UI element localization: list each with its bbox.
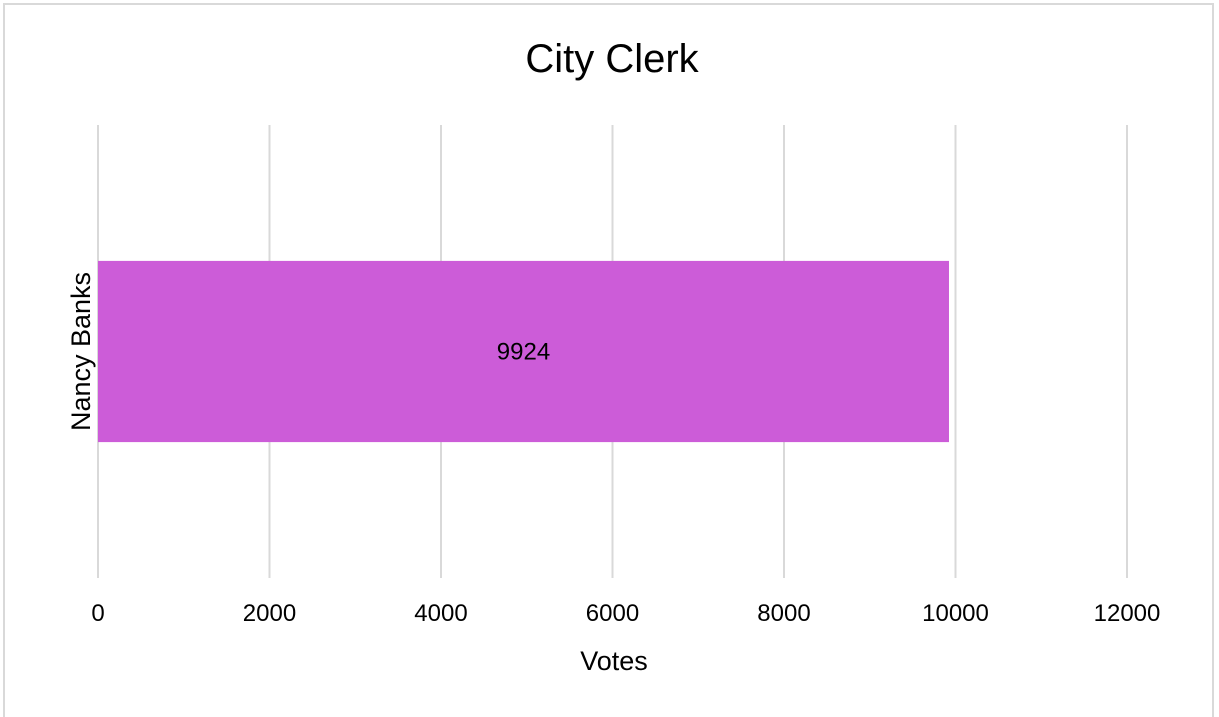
x-axis-ticks: 0 2000 4000 6000 8000 10000 12000: [91, 600, 1160, 627]
x-tick-label-4000: 4000: [414, 600, 467, 627]
bar-data-label: 9924: [497, 339, 550, 366]
bars: 9924: [98, 260, 949, 443]
x-axis-label: Votes: [580, 646, 648, 676]
x-tick-label-12000: 12000: [1094, 600, 1161, 627]
bar-nancy-banks: [98, 260, 949, 443]
y-axis-categories: Nancy Banks: [66, 272, 96, 431]
x-tick-label-6000: 6000: [586, 600, 639, 627]
x-tick-label-8000: 8000: [757, 600, 810, 627]
x-tick-label-10000: 10000: [922, 600, 989, 627]
category-label: Nancy Banks: [66, 272, 96, 431]
chart-title: City Clerk: [525, 37, 699, 81]
x-tick-label-2000: 2000: [243, 600, 296, 627]
x-tick-label-0: 0: [91, 600, 104, 627]
